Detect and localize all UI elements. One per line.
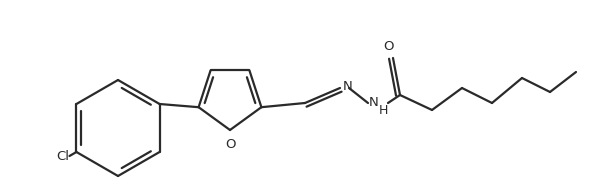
Text: Cl: Cl [56, 149, 69, 163]
Text: N: N [369, 97, 379, 109]
Text: O: O [225, 138, 235, 151]
Text: H: H [379, 104, 388, 116]
Text: O: O [384, 40, 394, 53]
Text: N: N [343, 80, 353, 92]
